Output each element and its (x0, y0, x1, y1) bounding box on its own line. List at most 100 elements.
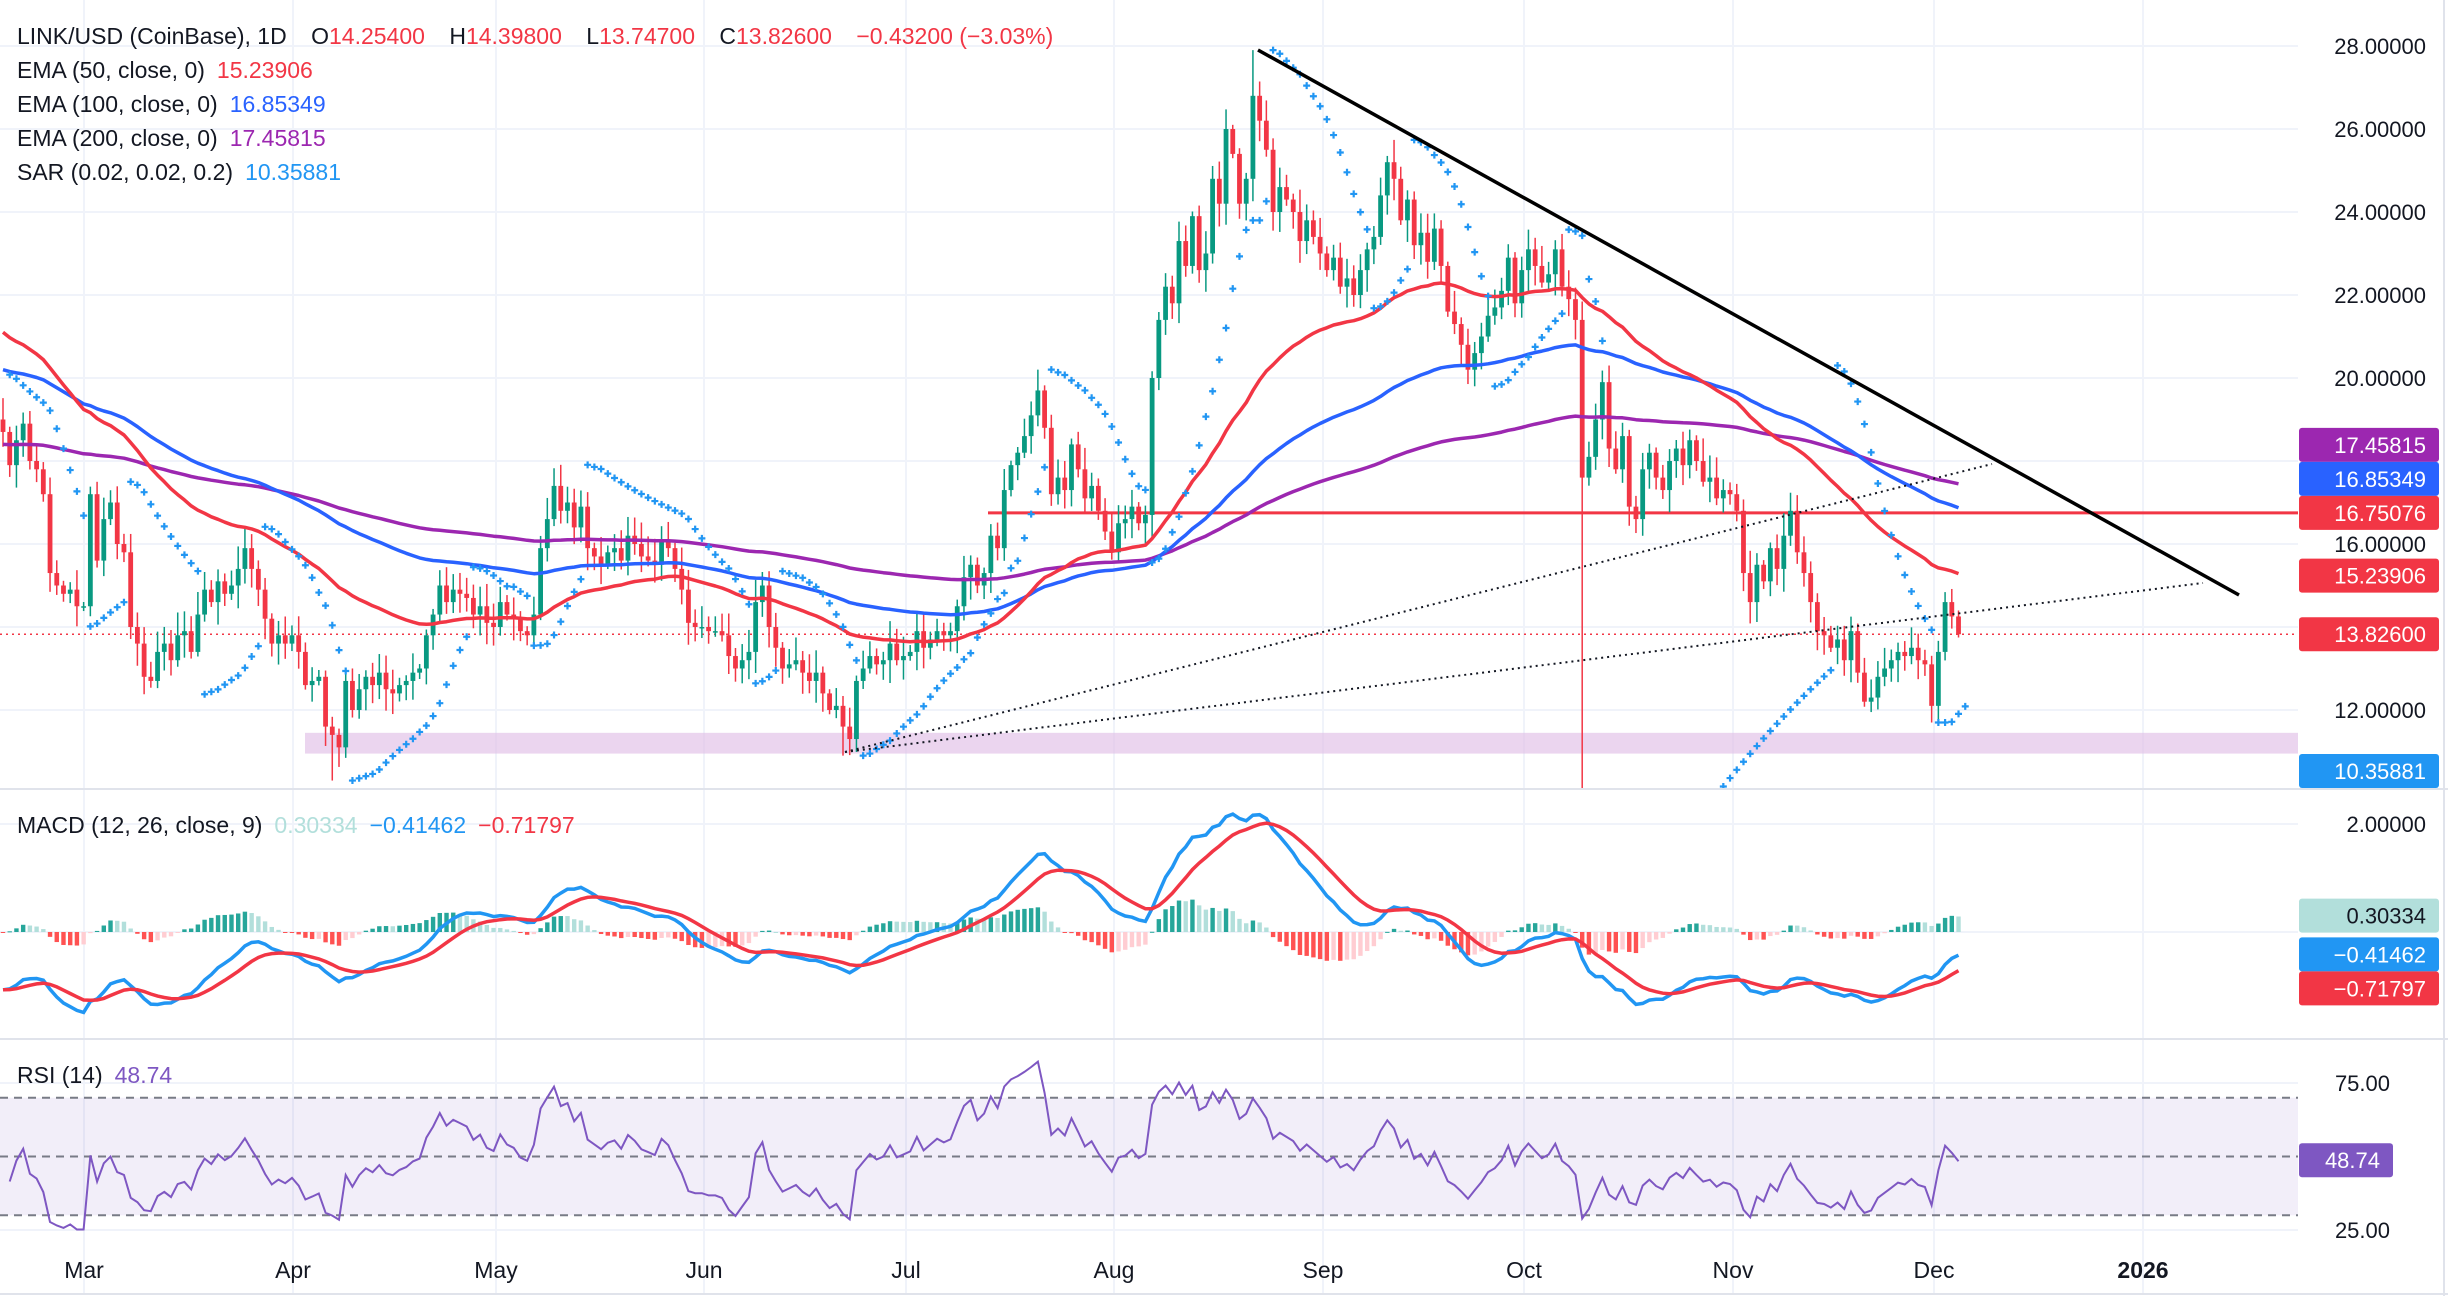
candle[interactable] (1794, 495, 1800, 564)
candle[interactable] (1788, 492, 1793, 546)
candle[interactable] (40, 462, 46, 502)
candle[interactable] (208, 580, 214, 607)
candle[interactable] (128, 533, 134, 640)
candle[interactable] (0, 398, 6, 447)
candle[interactable] (907, 645, 913, 661)
candle[interactable] (1586, 441, 1592, 486)
candle[interactable] (1022, 418, 1027, 459)
current-price-label[interactable]: 13.82600 (2299, 617, 2439, 652)
ema50-price-label[interactable]: 15.23906 (2299, 558, 2439, 593)
candle[interactable] (1331, 244, 1336, 281)
candle[interactable] (585, 492, 591, 571)
candle[interactable] (316, 669, 322, 686)
candle[interactable] (289, 625, 295, 652)
candle[interactable] (1290, 193, 1296, 229)
candle[interactable] (652, 538, 658, 583)
candle[interactable] (1337, 242, 1343, 294)
candle[interactable] (1223, 109, 1229, 225)
candle[interactable] (282, 616, 288, 659)
candle[interactable] (1539, 245, 1545, 288)
candle[interactable] (477, 586, 483, 636)
candle[interactable] (1082, 447, 1088, 514)
candle[interactable] (1781, 513, 1787, 592)
candle[interactable] (692, 609, 698, 642)
candle[interactable] (1774, 534, 1780, 586)
candle[interactable] (867, 641, 873, 674)
candle[interactable] (430, 608, 436, 650)
candle[interactable] (188, 616, 194, 659)
candle[interactable] (988, 524, 994, 593)
candle[interactable] (383, 655, 389, 711)
candle[interactable] (108, 490, 113, 526)
candle[interactable] (1673, 440, 1679, 478)
candle[interactable] (1216, 161, 1222, 227)
candle[interactable] (202, 571, 207, 622)
rsi-pane[interactable] (0, 1059, 2298, 1231)
candle[interactable] (1149, 371, 1155, 538)
candle[interactable] (1297, 189, 1303, 263)
candle[interactable] (1512, 252, 1518, 318)
candle[interactable] (1552, 240, 1558, 296)
candle[interactable] (686, 569, 691, 645)
candle[interactable] (1767, 542, 1773, 597)
candle[interactable] (1458, 317, 1464, 367)
candle[interactable] (544, 497, 550, 562)
candle[interactable] (625, 516, 631, 576)
descending-trendline[interactable] (1257, 48, 2240, 597)
candle[interactable] (820, 666, 826, 712)
candle[interactable] (309, 667, 315, 702)
candle[interactable] (1304, 204, 1310, 255)
candle[interactable] (1431, 213, 1437, 270)
candle[interactable] (1922, 649, 1928, 676)
candle[interactable] (491, 603, 496, 646)
candle[interactable] (1075, 431, 1081, 478)
candle[interactable] (632, 517, 638, 555)
candle[interactable] (484, 583, 490, 645)
candle[interactable] (464, 577, 470, 612)
candle[interactable] (1949, 588, 1955, 629)
candle[interactable] (262, 577, 268, 640)
candle[interactable] (27, 411, 33, 470)
rsi-legend[interactable]: RSI (14) 48.74 (17, 1058, 176, 1092)
candle[interactable] (699, 606, 705, 639)
ema200-legend[interactable]: EMA (200, close, 0) 17.45815 (17, 121, 330, 155)
candle[interactable] (1163, 273, 1168, 335)
candle[interactable] (827, 689, 832, 715)
candle[interactable] (1190, 211, 1195, 274)
candle[interactable] (948, 622, 953, 652)
candle[interactable] (854, 675, 859, 752)
candle[interactable] (161, 626, 167, 671)
candle[interactable] (74, 570, 80, 627)
candle[interactable] (1895, 642, 1901, 683)
candle[interactable] (1727, 482, 1733, 505)
candle[interactable] (1062, 460, 1068, 509)
candle[interactable] (1398, 166, 1404, 225)
candle[interactable] (1559, 233, 1565, 297)
ema200-price-label[interactable]: 17.45815 (2299, 427, 2439, 462)
candle[interactable] (1680, 431, 1686, 486)
candle[interactable] (1418, 213, 1424, 265)
candle[interactable] (1620, 422, 1625, 483)
candle[interactable] (1263, 100, 1269, 157)
candle[interactable] (518, 611, 523, 642)
candle[interactable] (444, 567, 449, 614)
candle[interactable] (269, 613, 275, 657)
candle[interactable] (182, 611, 187, 658)
candle[interactable] (1257, 81, 1263, 142)
candle[interactable] (323, 670, 328, 746)
candle[interactable] (1156, 312, 1162, 391)
candle[interactable] (1720, 479, 1726, 513)
candle[interactable] (786, 649, 792, 678)
candle[interactable] (739, 644, 745, 684)
candle[interactable] (1243, 172, 1249, 221)
candle[interactable] (1452, 290, 1457, 335)
candle[interactable] (1902, 641, 1908, 671)
ema50-legend[interactable]: EMA (50, close, 0) 15.23906 (17, 53, 317, 87)
candle[interactable] (1485, 298, 1491, 342)
macd-signal-axis-label[interactable]: −0.71797 (2299, 971, 2439, 1006)
candle[interactable] (141, 627, 147, 695)
candle[interactable] (1835, 625, 1840, 665)
candle[interactable] (242, 526, 248, 584)
candle[interactable] (847, 707, 853, 756)
